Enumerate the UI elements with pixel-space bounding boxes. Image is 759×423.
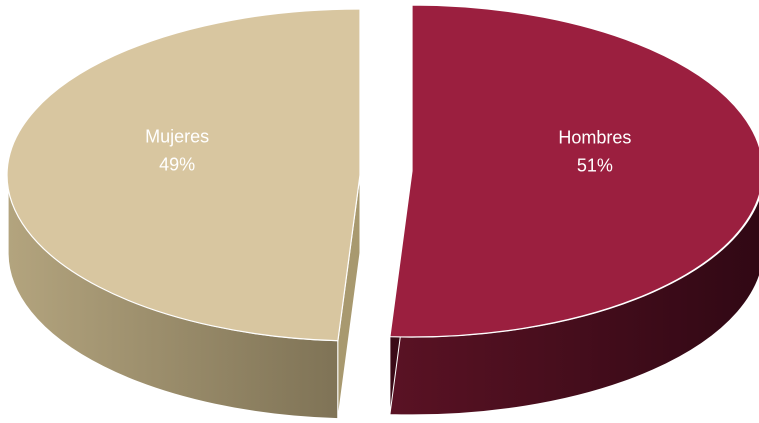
slice-hombres-top (389, 4, 759, 338)
slice-hombres-label: Hombres (558, 128, 631, 148)
slice-mujeres: Mujeres 49% (6, 8, 361, 420)
slice-mujeres-value-label: 49% (159, 154, 195, 174)
slice-hombres-value-label: 51% (577, 156, 613, 176)
slice-hombres: Hombres 51% (389, 4, 759, 416)
slice-mujeres-label: Mujeres (145, 126, 209, 146)
slice-mujeres-top (6, 8, 361, 342)
